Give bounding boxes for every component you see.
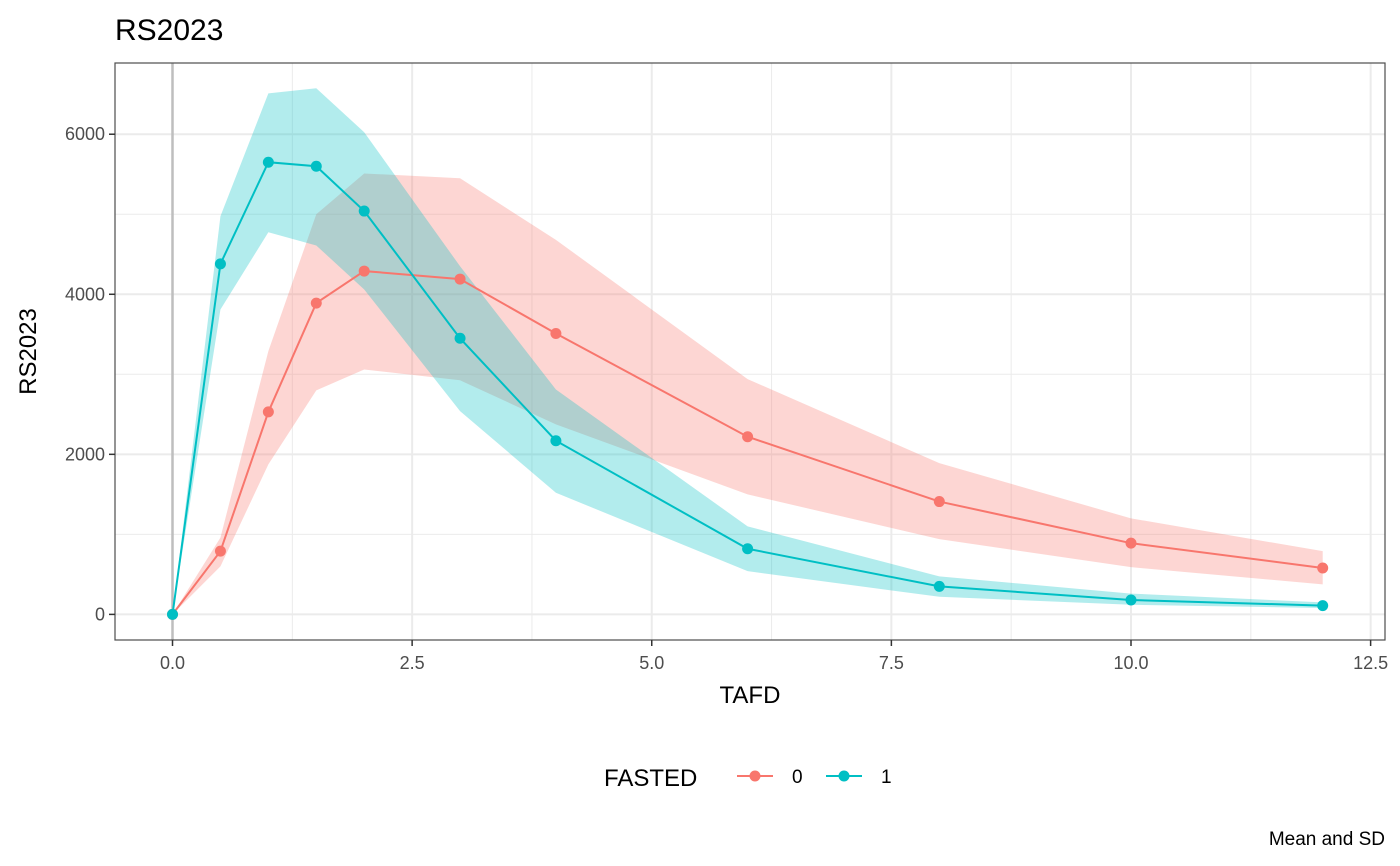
mean-points xyxy=(167,156,1329,620)
legend-entry-1: 1 xyxy=(826,767,892,788)
data-point-series-0 xyxy=(310,297,322,309)
legend-label: 0 xyxy=(792,767,803,788)
x-tick-label: 5.0 xyxy=(639,653,664,673)
data-point-series-1 xyxy=(214,258,226,270)
chart-title: RS2023 xyxy=(115,14,223,47)
data-point-series-1 xyxy=(310,160,322,172)
caption: Mean and SD xyxy=(1269,829,1385,850)
data-point-series-0 xyxy=(358,265,370,277)
data-point-series-0 xyxy=(1125,537,1137,549)
y-tick-label: 2000 xyxy=(65,444,105,464)
legend-key-point xyxy=(749,770,761,782)
y-tick-label: 6000 xyxy=(65,124,105,144)
legend-title: FASTED xyxy=(604,765,697,792)
data-point-series-1 xyxy=(262,156,274,168)
x-axis: 0.0 2.5 5.0 7.5 10.0 12.5 xyxy=(160,640,1388,673)
x-axis-title: TAFD xyxy=(720,682,781,709)
panel-border xyxy=(114,62,1386,641)
legend-key-point xyxy=(838,770,850,782)
x-tick-label: 7.5 xyxy=(879,653,904,673)
data-point-series-1 xyxy=(1317,600,1329,612)
x-tick-label: 10.0 xyxy=(1113,653,1148,673)
data-point-series-1 xyxy=(167,608,179,620)
data-point-series-0 xyxy=(262,406,274,418)
x-tick-label: 0.0 xyxy=(160,653,185,673)
data-point-series-0 xyxy=(214,545,226,557)
data-point-series-1 xyxy=(933,580,945,592)
y-axis-title: RS2023 xyxy=(15,308,42,395)
data-point-series-0 xyxy=(933,496,945,508)
y-axis: 0 2000 4000 6000 xyxy=(65,124,115,624)
legend-label: 1 xyxy=(881,767,892,788)
sd-band-series-1 xyxy=(172,88,1323,615)
x-tick-label: 12.5 xyxy=(1353,653,1388,673)
data-point-series-1 xyxy=(454,332,466,344)
data-point-series-0 xyxy=(454,273,466,285)
data-point-series-0 xyxy=(550,327,562,339)
y-tick-label: 0 xyxy=(95,604,105,624)
data-point-series-0 xyxy=(742,431,754,443)
plot-panel xyxy=(114,62,1386,641)
data-point-series-0 xyxy=(1317,562,1329,574)
minor-gridlines xyxy=(115,63,1385,640)
data-point-series-1 xyxy=(358,205,370,217)
data-point-series-1 xyxy=(742,543,754,555)
data-point-series-1 xyxy=(550,435,562,447)
legend-entry-0: 0 xyxy=(737,767,803,788)
y-tick-label: 4000 xyxy=(65,284,105,304)
x-tick-label: 2.5 xyxy=(400,653,425,673)
data-point-series-1 xyxy=(1125,594,1137,606)
